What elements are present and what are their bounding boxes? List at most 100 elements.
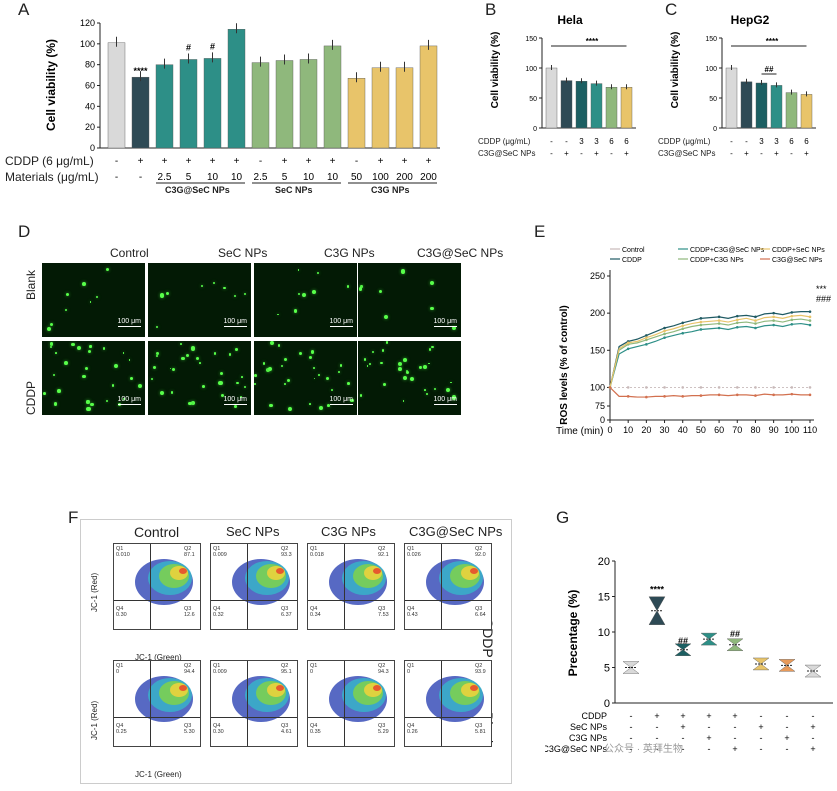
- panelC-row1-cell: -: [730, 137, 733, 146]
- panel-g-ytick-label: 0: [604, 698, 610, 710]
- fluorescent-cell: [71, 343, 75, 347]
- fluorescent-cell: [406, 371, 410, 375]
- panelC-bar: [770, 85, 783, 129]
- panel-e-point: [754, 322, 757, 325]
- panel-g-row-cell: +: [732, 744, 737, 754]
- quadrant-label: Q3 5.81: [475, 723, 486, 735]
- panel-a-row1-cell: +: [210, 156, 216, 167]
- panel-g-row-cell: -: [656, 733, 659, 743]
- panel-e-point: [717, 386, 721, 389]
- panel-c-row2-label: C3G@SeC NPs: [658, 149, 716, 158]
- quadrant-value: 0.30: [213, 729, 224, 735]
- panel-e-point: [717, 393, 721, 397]
- quadrant-name: Q1: [213, 663, 221, 669]
- panel-label-b: B: [485, 0, 497, 19]
- panel-e-point: [808, 310, 812, 313]
- fluorescent-cell: [403, 358, 407, 362]
- panel-a-bar: [155, 64, 174, 149]
- quadrant-value: 0.026: [407, 552, 421, 558]
- quadrant-label: Q3 7.53: [378, 606, 389, 618]
- fluorescent-cell: [105, 268, 109, 272]
- fluorescence-image: 100 μm: [148, 263, 251, 337]
- fluorescent-cell: [81, 282, 86, 287]
- fluorescent-cell: [156, 352, 160, 356]
- quadrant-line-h: [405, 600, 491, 601]
- panel-e-point: [790, 386, 794, 389]
- quadrant-name: Q4: [310, 723, 318, 729]
- scale-bar-label: 100 μm: [433, 396, 458, 403]
- fluorescent-cell: [181, 356, 186, 361]
- quadrant-value: 93.3: [281, 552, 292, 558]
- fluorescent-cell: [319, 406, 324, 411]
- fluorescent-cell: [53, 402, 58, 406]
- panelC-bar: [785, 92, 798, 129]
- fluorescent-cell: [180, 342, 182, 345]
- panelC-row1-cell: 3: [774, 137, 779, 146]
- quadrant-name: Q3: [475, 606, 483, 612]
- density-cluster: [373, 684, 381, 691]
- density-cluster: [470, 567, 478, 574]
- panel-e-legend-label: CDDP: [622, 257, 642, 264]
- panel-e-point: [645, 386, 648, 389]
- panel-label-c: C: [665, 0, 678, 19]
- panel-e-point: [772, 319, 775, 322]
- quadrant-label: Q4 0.35: [310, 723, 321, 735]
- panel-e-point: [681, 395, 685, 398]
- fluorescence-image: 100 μm: [254, 341, 357, 415]
- panel-e-point: [608, 386, 612, 389]
- panel-a-chart: 0 20 40 60 80 100 120 **** # # - + + + + + - + + + - + + + - - 2.5…: [44, 18, 440, 184]
- panel-e-xtick-label: 0: [607, 425, 612, 435]
- quadrant-line-h: [308, 717, 394, 718]
- panelC-ytick-label: 100: [705, 66, 717, 73]
- panelC-row2-cell: +: [804, 149, 809, 158]
- panelB-row2-cell: -: [610, 149, 613, 158]
- quadrant-value: 0.34: [310, 612, 321, 618]
- fluorescent-cell: [400, 269, 406, 274]
- fluorescent-cell: [277, 344, 281, 347]
- fluorescent-cell: [433, 388, 436, 391]
- quadrant-value: 0.26: [407, 729, 418, 735]
- density-cluster: [470, 684, 478, 691]
- panelC-row2-cell: +: [744, 149, 749, 158]
- quadrant-label: Q2 93.9: [475, 663, 486, 675]
- panelB-row2-cell: +: [594, 149, 599, 158]
- panel-e-series-line: [609, 311, 810, 388]
- quadrant-label: Q3 5.30: [184, 723, 195, 735]
- fluorescent-cell: [49, 342, 54, 346]
- fluorescent-cell: [423, 365, 427, 370]
- panel-a-row2-cell: 5: [282, 172, 288, 183]
- panel-a-row1-cell: -: [259, 156, 262, 167]
- fluorescent-cell: [234, 405, 237, 409]
- quadrant-label: Q3 4.61: [281, 723, 292, 735]
- fluorescent-cell: [313, 367, 315, 369]
- scale-bar: 100 μm: [329, 396, 353, 405]
- panel-g-sig-label: ##: [678, 636, 688, 646]
- panel-f-col-2: C3G NPs: [321, 524, 376, 539]
- fluorescent-cell: [297, 292, 300, 296]
- panel-e-point: [735, 314, 739, 318]
- panel-a-row1-label: CDDP (6 μg/mL): [5, 154, 94, 168]
- fluorescent-cell: [199, 362, 201, 364]
- fluorescent-cell: [359, 394, 363, 398]
- panelB-ytick-label: 50: [529, 96, 537, 103]
- panel-e-point: [663, 326, 666, 330]
- panel-a-bar: [395, 67, 414, 149]
- panel-e-xtick-label: 50: [696, 425, 706, 435]
- fluorescent-cell: [327, 403, 330, 407]
- quadrant-name: Q4: [407, 723, 415, 729]
- panel-g-sig-label: ****: [650, 585, 665, 595]
- panel-e-point: [717, 322, 721, 325]
- flow-plot: Q1 0.009 Q2 95.1 Q4 0.30 Q3 4.61: [210, 660, 298, 747]
- panel-a-row2-label: Materials (μg/mL): [5, 170, 99, 184]
- fluorescent-cell: [366, 364, 369, 367]
- quadrant-line-v: [150, 544, 151, 629]
- panel-g-row-label: C3G@SeC NPs: [545, 744, 607, 754]
- panelB-row1-cell: 3: [594, 137, 599, 146]
- panelC-bar: [740, 81, 753, 129]
- panel-e-point: [772, 393, 775, 397]
- quadrant-label: Q4 0.32: [213, 606, 224, 618]
- fluorescent-cell: [190, 346, 196, 351]
- fluorescent-cell: [302, 292, 307, 297]
- fluorescent-cell: [287, 407, 292, 412]
- panel-g-row-cell: -: [656, 722, 659, 732]
